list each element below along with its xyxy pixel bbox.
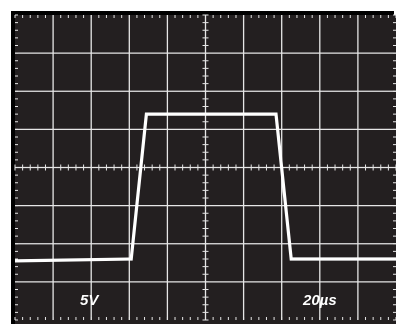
waveform-trace bbox=[14, 112, 396, 263]
time-per-division-label: 20µs bbox=[302, 292, 337, 309]
volts-per-division-label: 5V bbox=[80, 292, 100, 309]
